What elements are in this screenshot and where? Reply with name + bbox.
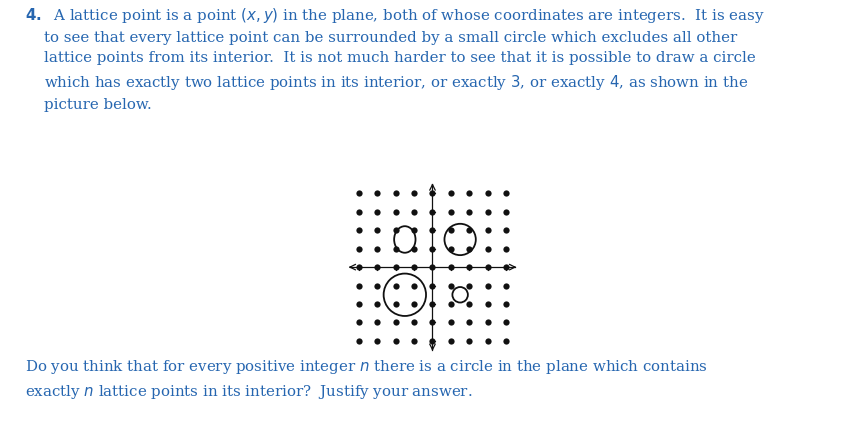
Text: $\mathbf{4.}$  A lattice point is a point $(x, y)$ in the plane, both of whose c: $\mathbf{4.}$ A lattice point is a point… xyxy=(25,6,765,112)
Text: Do you think that for every positive integer $n$ there is a circle in the plane : Do you think that for every positive int… xyxy=(25,357,708,401)
